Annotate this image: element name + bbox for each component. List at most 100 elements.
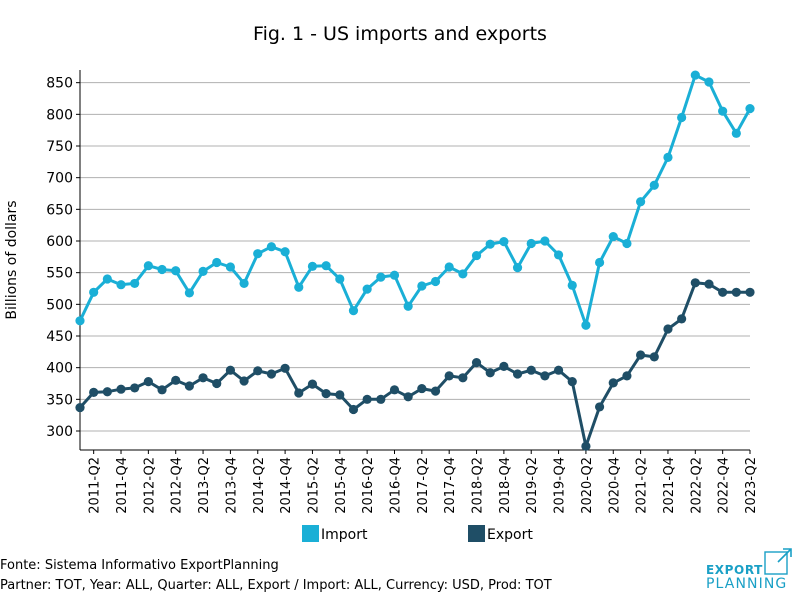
data-point-export <box>321 389 331 399</box>
x-tick-label: 2013-Q2 <box>197 457 212 514</box>
data-point-import <box>376 272 386 282</box>
data-point-import <box>718 106 728 116</box>
data-point-export <box>130 383 140 393</box>
data-point-import <box>581 320 591 330</box>
data-point-export <box>512 369 523 379</box>
data-point-import <box>307 261 318 271</box>
data-point-import <box>212 257 222 268</box>
x-tick-label: 2020-Q2 <box>580 457 595 514</box>
data-point-import <box>444 262 454 272</box>
data-point-export <box>690 278 700 288</box>
data-point-import <box>649 180 659 190</box>
x-tick-label: 2017-Q4 <box>443 457 458 514</box>
x-tick-label: 2022-Q4 <box>717 457 732 514</box>
data-point-export <box>335 390 345 400</box>
data-point-export <box>417 383 427 394</box>
data-point-import <box>567 280 577 290</box>
x-tick-label: 2018-Q4 <box>498 457 513 514</box>
data-point-export <box>253 366 263 376</box>
data-point-export <box>567 377 577 387</box>
data-point-export <box>362 394 372 404</box>
data-point-import <box>594 257 605 268</box>
data-point-export <box>430 386 441 396</box>
data-point-export <box>389 385 400 395</box>
data-point-import <box>608 231 618 242</box>
data-point-export <box>280 363 290 373</box>
data-point-import <box>458 269 468 279</box>
x-tick-label: 2022-Q2 <box>689 457 704 514</box>
data-point-import <box>512 263 523 273</box>
data-point-import <box>239 278 249 289</box>
data-point-export <box>444 371 454 381</box>
data-point-import <box>430 276 441 287</box>
data-point-export <box>649 352 659 362</box>
data-point-export <box>75 402 85 413</box>
x-tick-label: 2020-Q4 <box>607 457 622 514</box>
data-point-export <box>212 378 222 389</box>
data-point-import <box>198 266 208 276</box>
x-tick-label: 2016-Q4 <box>388 457 403 514</box>
series-import <box>75 70 755 330</box>
x-tick-label: 2019-Q2 <box>525 457 540 514</box>
data-point-import <box>102 274 112 284</box>
data-point-import <box>89 287 99 297</box>
data-point-export <box>718 287 728 297</box>
data-point-import <box>745 104 755 114</box>
y-tick-label: 850 <box>46 76 73 92</box>
data-point-export <box>102 387 112 397</box>
data-point-import <box>116 280 126 290</box>
y-tick-label: 650 <box>46 202 73 218</box>
data-point-import <box>335 274 345 284</box>
data-point-import <box>253 249 263 259</box>
x-tick-label: 2012-Q4 <box>170 457 185 514</box>
x-tick-label: 2012-Q2 <box>142 457 157 514</box>
data-point-export <box>636 350 646 360</box>
legend-swatch-import <box>302 525 319 542</box>
x-tick-label: 2023-Q2 <box>744 457 759 514</box>
data-point-export <box>731 287 741 297</box>
data-point-export <box>594 402 605 412</box>
data-point-export <box>239 376 249 386</box>
data-point-import <box>636 197 646 207</box>
axes <box>79 70 750 451</box>
logo-line2: PLANNING <box>706 576 788 592</box>
data-point-export <box>89 387 99 397</box>
x-tick-label: 2015-Q2 <box>306 457 321 514</box>
x-tick-label: 2013-Q4 <box>224 457 239 514</box>
data-point-export <box>485 368 495 378</box>
source-note: Fonte: Sistema Informativo ExportPlannin… <box>0 558 279 573</box>
data-point-export <box>348 404 359 415</box>
data-point-import <box>704 77 714 87</box>
y-tick-label: 450 <box>46 329 73 345</box>
data-point-export <box>116 384 126 394</box>
x-tick-label: 2016-Q2 <box>361 457 376 514</box>
x-tick-label: 2018-Q2 <box>471 457 486 514</box>
logo-line1: EXPORT <box>706 563 763 577</box>
legend-label-import: Import <box>321 527 368 543</box>
data-point-import <box>677 112 687 123</box>
data-point-import <box>294 282 304 292</box>
data-point-export <box>608 378 618 388</box>
series-layer <box>75 70 755 451</box>
y-tick-label: 300 <box>46 424 73 440</box>
data-point-import <box>526 238 536 249</box>
y-tick-label: 800 <box>46 107 73 123</box>
x-tick-label: 2015-Q4 <box>334 457 349 514</box>
series-export <box>75 278 755 451</box>
x-tick-label: 2021-Q4 <box>662 457 677 514</box>
data-point-export <box>225 365 236 375</box>
data-point-import <box>362 284 372 294</box>
data-point-import <box>471 250 482 261</box>
logo-mark-icon <box>764 548 792 575</box>
data-point-export <box>376 394 386 404</box>
data-point-import <box>731 128 741 138</box>
legend-label-export: Export <box>487 527 533 543</box>
legend-swatch-export <box>468 525 485 542</box>
data-point-export <box>143 377 153 387</box>
x-tick-label: 2019-Q4 <box>553 457 568 514</box>
y-axis-label: Billions of dollars <box>4 200 20 319</box>
data-point-import <box>321 261 331 271</box>
x-tick-label: 2011-Q4 <box>115 457 130 514</box>
data-point-export <box>403 392 413 402</box>
